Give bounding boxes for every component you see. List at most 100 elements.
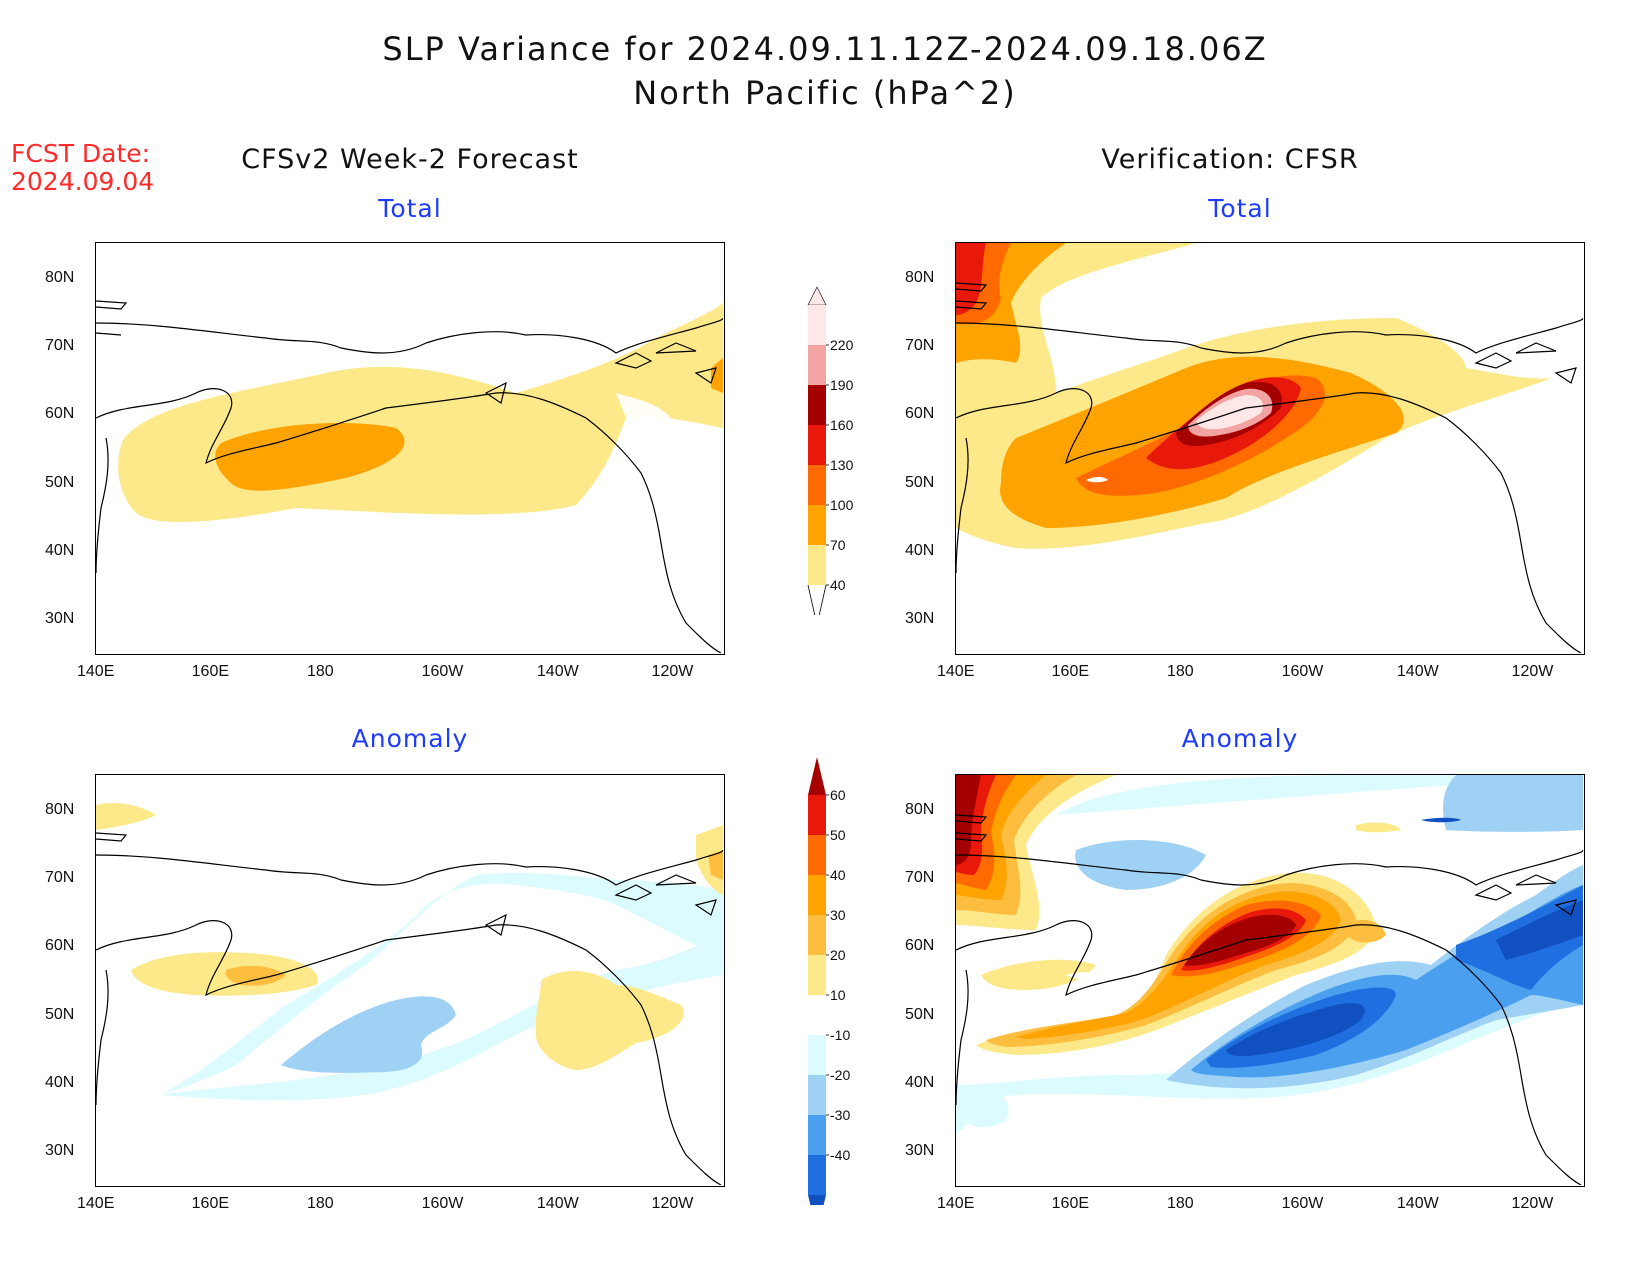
anomaly-colorbar-swatch — [808, 995, 826, 1035]
verification-total-lat-label: 60N — [905, 405, 935, 423]
total-colorbar-swatch — [808, 345, 826, 385]
verification-anomaly-lat-label: 70N — [905, 869, 935, 887]
total-colorbar-label: 220 — [830, 337, 854, 353]
anomaly-colorbar-label: 30 — [830, 907, 846, 923]
forecast-total-shading — [118, 303, 723, 523]
anomaly-colorbar-label: 50 — [830, 827, 846, 843]
anomaly-colorbar-swatch — [808, 835, 826, 875]
verification-anomaly-lat-label: 60N — [905, 937, 935, 955]
verification-anomaly-lon-label: 140W — [1396, 1195, 1439, 1212]
anomaly-colorbar-label: 10 — [830, 987, 846, 1003]
forecast-anomaly-lat-label: 30N — [45, 1141, 75, 1159]
total-colorbar-swatch — [808, 385, 826, 425]
verification-total-lat-label: 50N — [905, 473, 935, 491]
verification-anomaly-lat-label: 50N — [905, 1005, 935, 1023]
forecast-total-lat-label: 70N — [45, 337, 75, 355]
forecast-total-lon-label: 140W — [536, 663, 579, 680]
anomaly-colorbar-swatch — [808, 875, 826, 915]
forecast-anomaly-lat-label: 40N — [45, 1073, 75, 1091]
verification-anomaly-lon-label: 140E — [937, 1195, 975, 1212]
forecast-anomaly-lat-label: 80N — [45, 801, 75, 819]
verification-total-lat-label: 70N — [905, 337, 935, 355]
forecast-anomaly-lon-label: 160E — [191, 1195, 230, 1212]
anomaly-colorbar-swatch — [808, 795, 826, 835]
forecast-anomaly-shading — [96, 803, 723, 1101]
total-colorbar-label: 100 — [830, 497, 854, 513]
forecast-anomaly-lon-label: 140E — [77, 1195, 115, 1212]
total-colorbar-label: 130 — [830, 457, 854, 473]
verification-total-lon-label: 160E — [1051, 663, 1090, 680]
verification-total-lat-label: 30N — [905, 609, 935, 627]
anomaly-colorbar-swatch — [808, 915, 826, 955]
forecast-total-lat-label: 40N — [45, 541, 75, 559]
anomaly-colorbar-swatch — [808, 1075, 826, 1115]
verification-anomaly-lon-label: 160W — [1281, 1195, 1324, 1212]
anomaly-colorbar-top-arrow — [808, 757, 826, 795]
verification-total-lat-label: 80N — [905, 269, 935, 287]
verification-total-lon-label: 140W — [1396, 663, 1439, 680]
forecast-total-lon-label: 140E — [77, 663, 115, 680]
forecast-anomaly-lon-label: 140W — [536, 1195, 579, 1212]
forecast-anomaly-coastlines — [96, 832, 723, 1185]
anomaly-colorbar-swatch — [808, 1035, 826, 1075]
forecast-anomaly-lat-label: 50N — [45, 1005, 75, 1023]
forecast-total-lon-label: 160W — [421, 663, 464, 680]
anomaly-colorbar-swatch — [808, 1155, 826, 1195]
total-colorbar-label: 160 — [830, 417, 854, 433]
anomaly-colorbar-label: 40 — [830, 867, 846, 883]
total-colorbar-label: 70 — [830, 537, 846, 553]
verification-total-map — [955, 242, 1585, 655]
total-colorbar-swatch — [808, 505, 826, 545]
anomaly-colorbar-bottom-arrow — [808, 1195, 826, 1205]
verification-total-coastlines — [956, 282, 1583, 653]
verification-total-lon-label: 140E — [937, 663, 975, 680]
anomaly-colorbar-swatch — [808, 1115, 826, 1155]
verification-total-lon-label: 160W — [1281, 663, 1324, 680]
total-colorbar-swatch — [808, 545, 826, 585]
left-column-title: CFSv2 Week-2 Forecast — [241, 144, 579, 175]
total-colorbar-swatch — [808, 305, 826, 345]
forecast-total-lon-label: 120W — [651, 663, 694, 680]
verification-total-lon-label: 120W — [1511, 663, 1554, 680]
forecast-anomaly-lon-label: 160W — [421, 1195, 464, 1212]
forecast-total-lon-label: 180 — [306, 663, 334, 680]
right-column-title: Verification: CFSR — [1101, 144, 1359, 175]
bottom-right-panel-title: Anomaly — [1181, 724, 1299, 753]
anomaly-colorbar-label: -40 — [830, 1147, 850, 1163]
forecast-anomaly-lon-label: 120W — [651, 1195, 694, 1212]
anomaly-colorbar-swatch — [808, 955, 826, 995]
forecast-total-map — [95, 242, 725, 655]
forecast-total-lat-label: 80N — [45, 269, 75, 287]
forecast-anomaly-lat-label: 70N — [45, 869, 75, 887]
forecast-total-lon-label: 160E — [191, 663, 230, 680]
anomaly-colorbar: 60 50 40 30 20 10 -10 -20 -30 -40 — [808, 757, 850, 1205]
anomaly-colorbar-label: -30 — [830, 1107, 850, 1123]
total-colorbar-top-arrow — [807, 286, 827, 306]
verification-total-lon-label: 180 — [1166, 663, 1194, 680]
anomaly-colorbar-label: -10 — [830, 1027, 850, 1043]
verification-anomaly-lat-label: 40N — [905, 1073, 935, 1091]
forecast-anomaly-map — [95, 774, 725, 1187]
verification-total-shading — [956, 243, 1551, 549]
forecast-total-lat-label: 30N — [45, 609, 75, 627]
verification-anomaly-lon-label: 180 — [1166, 1195, 1194, 1212]
bottom-left-panel-title: Anomaly — [351, 724, 469, 753]
forecast-anomaly-lon-label: 180 — [306, 1195, 334, 1212]
anomaly-colorbar-label: 60 — [830, 787, 846, 803]
forecast-anomaly-lat-label: 60N — [45, 937, 75, 955]
verification-anomaly-shading — [956, 775, 1583, 1135]
forecast-date-value: 2024.09.04 — [11, 167, 155, 196]
forecast-total-coastlines — [96, 300, 723, 653]
main-title: SLP Variance for 2024.09.11.12Z-2024.09.… — [382, 30, 1268, 68]
verification-anomaly-lon-label: 160E — [1051, 1195, 1090, 1212]
verification-anomaly-lat-label: 80N — [905, 801, 935, 819]
total-colorbar-bottom-arrow — [807, 584, 827, 615]
anomaly-colorbar-label: 20 — [830, 947, 846, 963]
total-colorbar-label: 190 — [830, 377, 854, 393]
verification-total-lat-label: 40N — [905, 541, 935, 559]
verification-anomaly-lat-label: 30N — [905, 1141, 935, 1159]
main-subtitle: North Pacific (hPa^2) — [633, 74, 1017, 112]
forecast-total-lat-label: 50N — [45, 473, 75, 491]
anomaly-colorbar-label: -20 — [830, 1067, 850, 1083]
total-colorbar-swatch — [808, 425, 826, 465]
